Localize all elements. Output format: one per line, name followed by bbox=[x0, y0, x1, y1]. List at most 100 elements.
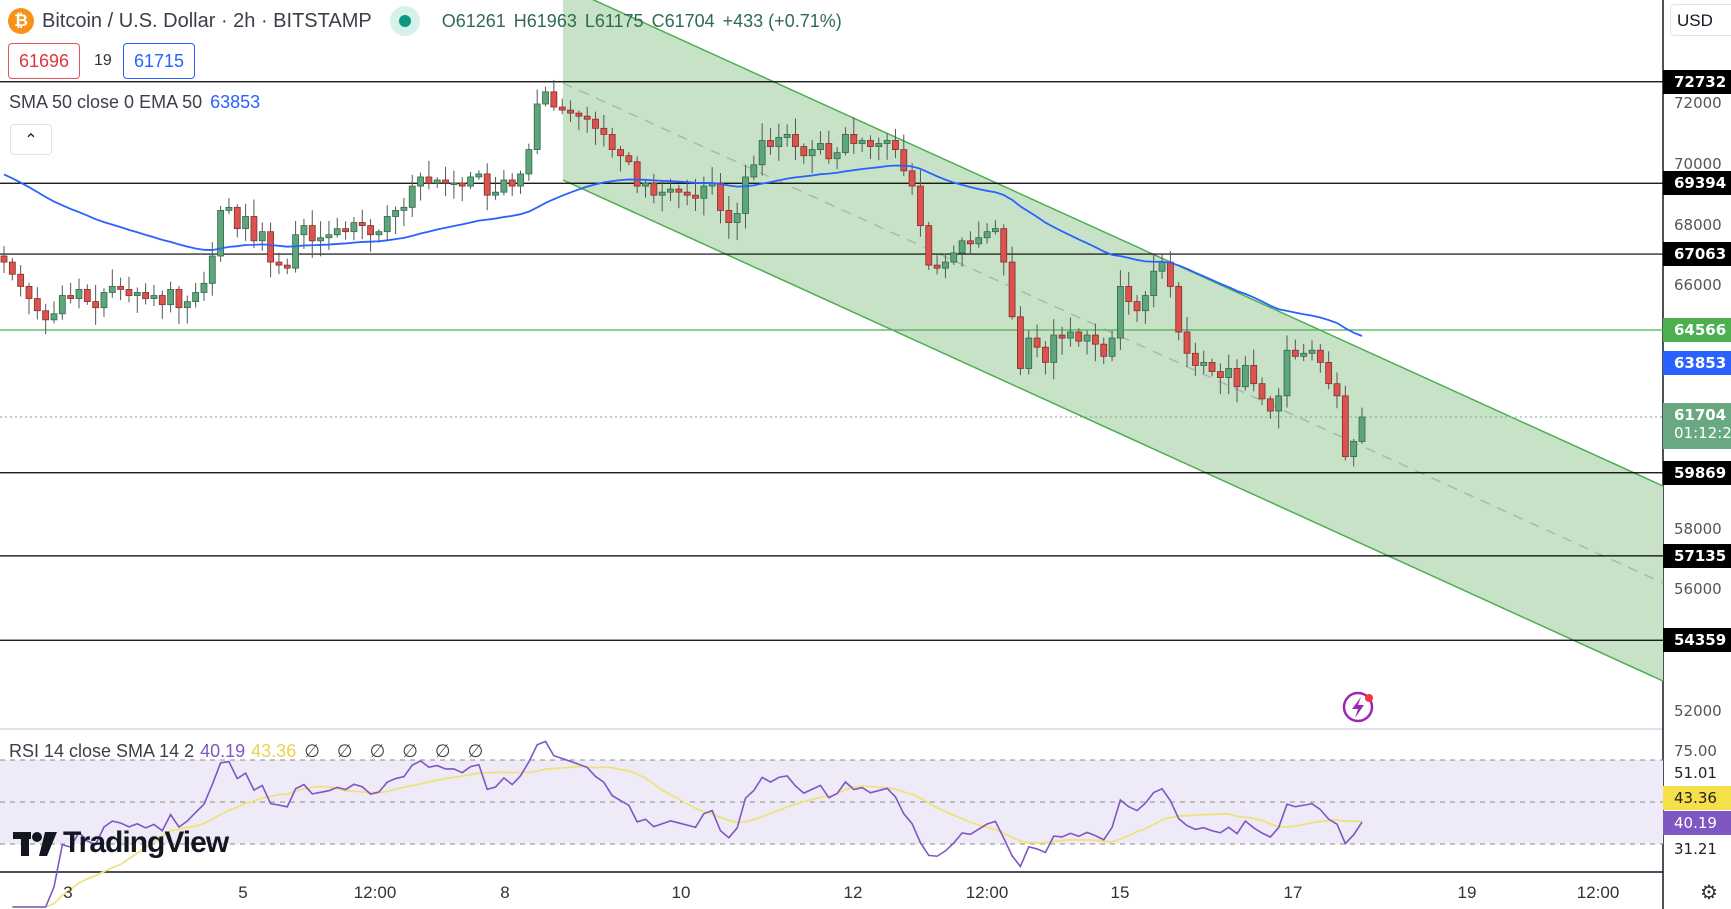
candle-body bbox=[833, 152, 841, 160]
ohlc-open: O61261 bbox=[441, 10, 506, 31]
candle-body bbox=[1300, 352, 1308, 357]
candle-body bbox=[825, 143, 833, 160]
candle-body bbox=[1333, 383, 1341, 397]
price-tick: 72000 bbox=[1674, 94, 1722, 112]
candle-body bbox=[942, 261, 949, 269]
level-price-label: 69394 bbox=[1663, 171, 1731, 196]
candle-body bbox=[567, 109, 574, 114]
rsi-scale-label: 31.21 bbox=[1674, 840, 1717, 858]
candle-body bbox=[958, 240, 966, 254]
candle-body bbox=[642, 182, 649, 187]
settings-icon[interactable]: ⚙ bbox=[1700, 882, 1718, 904]
candle-body bbox=[417, 176, 424, 187]
candle-body bbox=[775, 137, 783, 147]
candle-body bbox=[908, 170, 916, 187]
candle-body bbox=[967, 240, 974, 245]
candle-body bbox=[733, 213, 741, 223]
candle-body bbox=[692, 194, 699, 199]
candle-body bbox=[133, 292, 141, 296]
rsi-scale-label: 43.36 bbox=[1663, 786, 1731, 810]
candle-body bbox=[1125, 285, 1133, 302]
candle-body bbox=[1233, 368, 1241, 388]
candle-body bbox=[767, 140, 774, 147]
candle-body bbox=[800, 146, 808, 157]
ma-legend-value: 63853 bbox=[210, 92, 261, 112]
candle-body bbox=[533, 103, 541, 150]
candle-body bbox=[1017, 316, 1024, 369]
lightning-icon bbox=[1342, 691, 1374, 723]
candle-body bbox=[592, 118, 599, 129]
bitcoin-icon: ₿ bbox=[8, 8, 34, 34]
candle-body bbox=[383, 216, 391, 233]
candle-body bbox=[33, 298, 41, 312]
candle-body bbox=[1166, 261, 1174, 287]
candle-body bbox=[583, 115, 591, 120]
rsi-scale-label: 75.00 bbox=[1674, 742, 1717, 760]
level-price-label: 59869 bbox=[1663, 460, 1731, 485]
candle-body bbox=[917, 185, 924, 227]
level-price-label: 67063 bbox=[1663, 242, 1731, 267]
ma-legend-label: SMA 50 close 0 EMA 50 bbox=[9, 92, 203, 112]
spread-value: 19 bbox=[86, 43, 120, 79]
candle-body bbox=[1200, 361, 1208, 366]
candle-body bbox=[1283, 349, 1291, 397]
candle-body bbox=[1042, 346, 1049, 363]
candle-body bbox=[625, 155, 633, 163]
tradingview-logo[interactable]: TradingView bbox=[13, 826, 229, 860]
candle-body bbox=[525, 149, 533, 175]
time-tick: 12:00 bbox=[1576, 883, 1620, 902]
candle-body bbox=[792, 133, 799, 147]
candle-body bbox=[508, 179, 516, 187]
candle-body bbox=[1100, 343, 1108, 357]
currency-selector[interactable]: USD bbox=[1670, 4, 1731, 36]
market-status-icon[interactable] bbox=[389, 6, 420, 36]
candle-body bbox=[717, 182, 724, 211]
candle-body bbox=[450, 182, 458, 185]
candle-body bbox=[42, 310, 50, 321]
candle-body bbox=[175, 289, 183, 309]
chevron-up-icon: ⌃ bbox=[24, 131, 38, 149]
ma-legend[interactable]: SMA 50 close 0 EMA 50 63853 bbox=[9, 92, 260, 113]
candle-body bbox=[1225, 368, 1233, 379]
candle-body bbox=[158, 295, 166, 306]
ohlc-change: +433 (+0.71%) bbox=[722, 10, 842, 31]
candle-body bbox=[1175, 285, 1183, 333]
time-tick: 17 bbox=[1283, 883, 1303, 902]
time-tick: 19 bbox=[1457, 883, 1477, 902]
candle-body bbox=[900, 149, 908, 172]
candle-body bbox=[1325, 361, 1333, 385]
candle-body bbox=[675, 188, 683, 193]
candle-body bbox=[1358, 416, 1366, 442]
rsi-legend[interactable]: RSI 14 close SMA 14 2 40.19 43.36 ∅ ∅ ∅ ∅ ∅… bbox=[9, 741, 489, 762]
candle-body bbox=[817, 143, 824, 151]
candle-body bbox=[92, 301, 100, 309]
symbol-title[interactable]: Bitcoin / U.S. Dollar · 2h · BITSTAMP bbox=[42, 9, 372, 32]
sell-button[interactable]: 61696 bbox=[8, 43, 81, 79]
channel-lower-line bbox=[562, 179, 1664, 682]
candle-body bbox=[433, 179, 441, 184]
candle-body bbox=[550, 91, 558, 108]
time-tick: 8 bbox=[500, 883, 510, 902]
level-price-label: 64566 bbox=[1663, 317, 1731, 342]
candle-body bbox=[867, 140, 874, 147]
candle-body bbox=[1050, 334, 1058, 363]
candle-body bbox=[233, 206, 241, 230]
collapse-legend-button[interactable]: ⌃ bbox=[10, 124, 52, 155]
rsi-legend-rsi: 40.19 bbox=[200, 741, 246, 761]
candle-body bbox=[58, 295, 66, 315]
candle-body bbox=[1341, 395, 1349, 458]
candle-body bbox=[358, 222, 366, 226]
candle-body bbox=[1183, 331, 1191, 354]
buy-button[interactable]: 61715 bbox=[123, 43, 196, 79]
candle-body bbox=[375, 231, 383, 236]
candle-body bbox=[1141, 295, 1149, 312]
level-price-label: 72732 bbox=[1663, 69, 1731, 94]
candle-body bbox=[1000, 228, 1008, 263]
time-tick: 15 bbox=[1110, 883, 1130, 902]
candle-body bbox=[658, 191, 666, 196]
candle-body bbox=[1250, 365, 1258, 385]
candle-body bbox=[700, 185, 708, 199]
rsi-legend-extra: ∅ ∅ ∅ ∅ ∅ ∅ bbox=[304, 741, 490, 761]
level-price-label: 54359 bbox=[1663, 628, 1731, 653]
